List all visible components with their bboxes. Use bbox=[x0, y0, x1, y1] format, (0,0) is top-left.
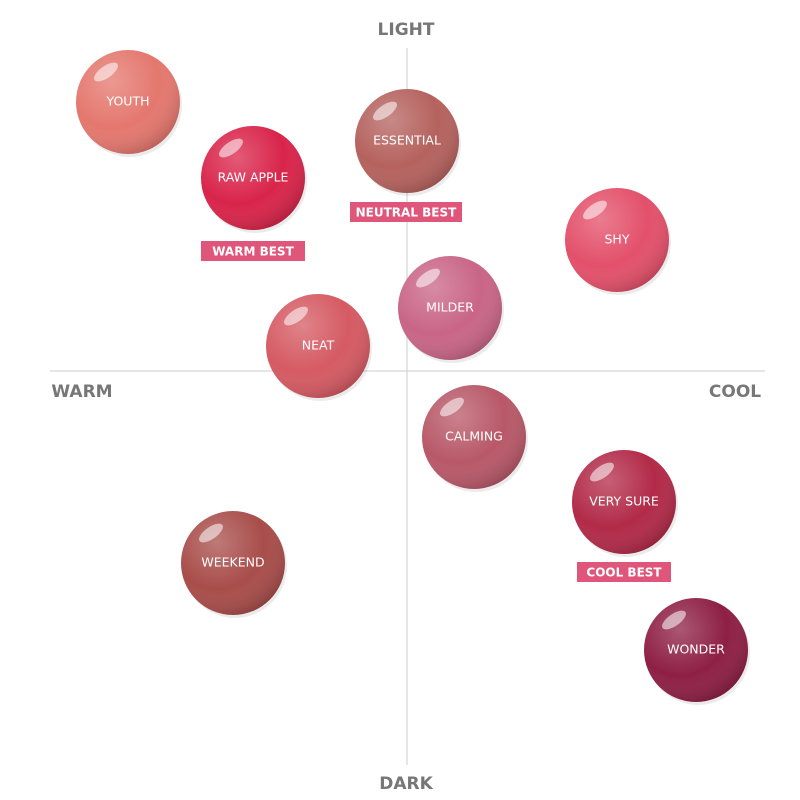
swatch: WONDER bbox=[644, 598, 750, 705]
axis-bottom: DARK bbox=[379, 774, 433, 794]
swatch-highlight bbox=[199, 523, 223, 543]
badge-box bbox=[201, 241, 305, 261]
axis-top: LIGHT bbox=[378, 20, 435, 40]
swatch-label: VERY SURE bbox=[589, 494, 659, 509]
swatch-highlight bbox=[94, 62, 118, 82]
swatch-highlight bbox=[590, 462, 614, 482]
badge-box bbox=[350, 202, 462, 222]
swatch-label: ESSENTIAL bbox=[373, 133, 441, 148]
swatch: SHY bbox=[565, 188, 671, 295]
badge-label: COOL BEST bbox=[586, 566, 662, 580]
swatch: YOUTH bbox=[76, 50, 182, 157]
axis-right: COOL bbox=[709, 382, 761, 402]
swatch-label: MILDER bbox=[426, 300, 474, 315]
swatch-label: YOUTH bbox=[106, 94, 150, 109]
badges: WARM BEST NEUTRAL BEST COOL BEST bbox=[201, 202, 671, 582]
axis-left: WARM bbox=[51, 382, 112, 402]
swatch: CALMING bbox=[422, 385, 528, 492]
swatch-label: WEEKEND bbox=[201, 555, 264, 570]
swatch-label: WONDER bbox=[667, 642, 725, 657]
badge-label: NEUTRAL BEST bbox=[356, 206, 458, 220]
swatch-label: SHY bbox=[605, 232, 630, 247]
swatch: NEAT bbox=[266, 294, 372, 401]
swatch-highlight bbox=[219, 138, 243, 158]
swatch-highlight bbox=[662, 610, 686, 630]
swatch: VERY SURE bbox=[572, 450, 678, 557]
swatch-label: CALMING bbox=[445, 429, 503, 444]
swatch-highlight bbox=[373, 101, 397, 121]
swatches: YOUTH RAW APPLE ESSENTIAL SHY MILDER NEAT CALM… bbox=[76, 50, 750, 705]
swatch: RAW APPLE bbox=[201, 126, 307, 233]
swatch-label: NEAT bbox=[302, 338, 335, 353]
swatch: MILDER bbox=[398, 256, 504, 363]
swatch-highlight bbox=[416, 268, 440, 288]
swatch-highlight bbox=[583, 200, 607, 220]
swatch: WEEKEND bbox=[181, 511, 287, 618]
swatch-highlight bbox=[284, 306, 308, 326]
swatch: ESSENTIAL bbox=[355, 89, 461, 196]
badge-label: WARM BEST bbox=[212, 245, 294, 259]
badge-box bbox=[577, 562, 671, 582]
swatch-label: RAW APPLE bbox=[218, 170, 289, 185]
swatch-highlight bbox=[440, 397, 464, 417]
